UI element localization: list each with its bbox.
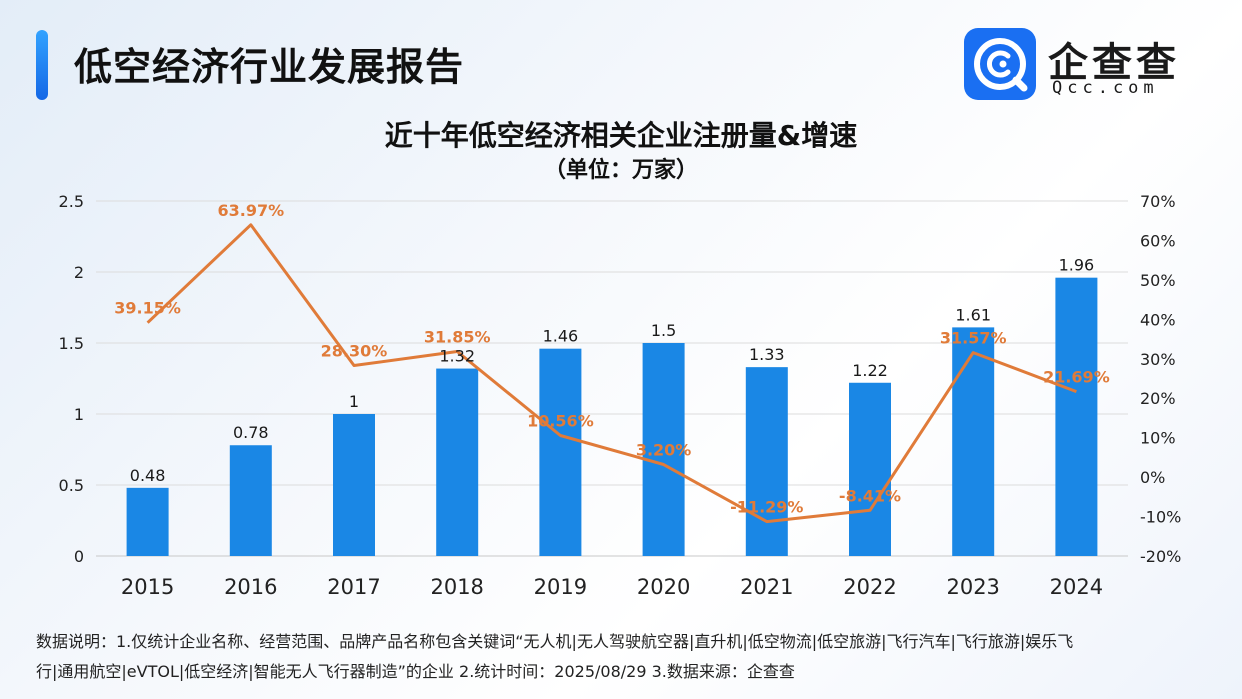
bar — [436, 368, 479, 556]
bar — [642, 343, 685, 556]
growth-rate-label: -8.41% — [839, 486, 901, 505]
bar — [1055, 277, 1098, 556]
x-tick-label: 2023 — [946, 575, 999, 599]
y-right-tick-label: -10% — [1140, 508, 1181, 527]
footnote-line-1: 数据说明：1.仅统计企业名称、经营范围、品牌产品名称包含关键词“无人机|无人驾驶… — [36, 632, 1074, 651]
chart-title: 近十年低空经济相关企业注册量&增速 — [384, 119, 858, 152]
y-left-tick-label: 1.5 — [59, 334, 84, 353]
x-tick-label: 2017 — [327, 575, 380, 599]
y-left-tick-label: 2 — [74, 263, 84, 282]
combo-chart: 0 0.5 1 1.5 2 2.5 -20% -10% 0% 10% 20% 30% 40% 50% 60%… — [59, 192, 1182, 599]
y-left-tick-label: 0 — [74, 547, 84, 566]
growth-rate-label: 39.15% — [114, 299, 181, 318]
bar-value-label: 0.78 — [233, 423, 269, 442]
y-left-tick-label: 0.5 — [59, 476, 84, 495]
bar-value-label: 0.48 — [130, 466, 166, 485]
bar-value-label: 1 — [349, 392, 359, 411]
y-right-tick-label: 60% — [1140, 231, 1176, 250]
bar — [539, 348, 582, 556]
bar — [849, 382, 891, 556]
bar-value-label: 1.96 — [1059, 256, 1095, 275]
y-right-tick-label: 20% — [1140, 389, 1176, 408]
bar-value-label: 1.5 — [651, 321, 676, 340]
bar-value-label: 1.61 — [955, 305, 991, 324]
growth-rate-label: 31.57% — [940, 329, 1007, 348]
growth-line — [146, 223, 1077, 524]
x-tick-label: 2024 — [1050, 575, 1103, 599]
bar-value-label: 1.46 — [543, 327, 579, 346]
y-left-tick-label: 1 — [74, 405, 84, 424]
growth-rate-label: -11.29% — [730, 498, 803, 517]
growth-rate-label: 21.69% — [1043, 368, 1110, 387]
logo-text-cn: 企查查 — [1048, 40, 1180, 86]
x-tick-label: 2019 — [534, 575, 587, 599]
bar-value-label: 1.22 — [852, 361, 888, 380]
growth-rate-label: 28.30% — [321, 341, 388, 360]
bar-value-label: 1.32 — [439, 347, 475, 366]
y-right-tick-label: 30% — [1140, 350, 1176, 369]
y-right-tick-label: -20% — [1140, 547, 1181, 566]
y-right-tick-label: 10% — [1140, 429, 1176, 448]
x-tick-label: 2018 — [430, 575, 483, 599]
x-tick-label: 2022 — [843, 575, 896, 599]
qcc-logo-icon — [964, 28, 1036, 100]
bar — [745, 367, 788, 556]
x-tick-label: 2021 — [740, 575, 793, 599]
bar — [952, 327, 995, 556]
footnote-line-2: 行|通用航空|eVTOL|低空经济|智能无人飞行器制造”的企业 2.统计时间：2… — [36, 662, 795, 681]
growth-rate-label: 63.97% — [217, 201, 284, 220]
y-right-tick-label: 70% — [1140, 192, 1176, 211]
bar — [229, 445, 272, 556]
growth-rate-label: 10.56% — [527, 411, 594, 430]
bar — [126, 487, 169, 556]
x-tick-label: 2015 — [121, 575, 174, 599]
bar — [333, 414, 375, 556]
growth-rate-label: 3.20% — [636, 440, 692, 459]
footnote: 数据说明：1.仅统计企业名称、经营范围、品牌产品名称包含关键词“无人机|无人驾驶… — [36, 627, 1206, 687]
y-left-tick-label: 2.5 — [59, 192, 84, 211]
title-accent-bar — [36, 30, 48, 100]
y-right-tick-label: 0% — [1140, 468, 1165, 487]
y-right-tick-label: 50% — [1140, 271, 1176, 290]
bar-value-label: 1.33 — [749, 345, 785, 364]
qcc-logo: 企查查 Qcc.com — [964, 28, 1214, 102]
logo-text-en: Qcc.com — [1052, 78, 1159, 98]
page-title: 低空经济行业发展报告 — [74, 45, 465, 89]
chart-subtitle: （单位：万家） — [543, 158, 698, 183]
growth-rate-label: 31.85% — [424, 327, 491, 346]
y-right-tick-label: 40% — [1140, 310, 1176, 329]
x-tick-label: 2016 — [224, 575, 277, 599]
x-tick-label: 2020 — [637, 575, 690, 599]
